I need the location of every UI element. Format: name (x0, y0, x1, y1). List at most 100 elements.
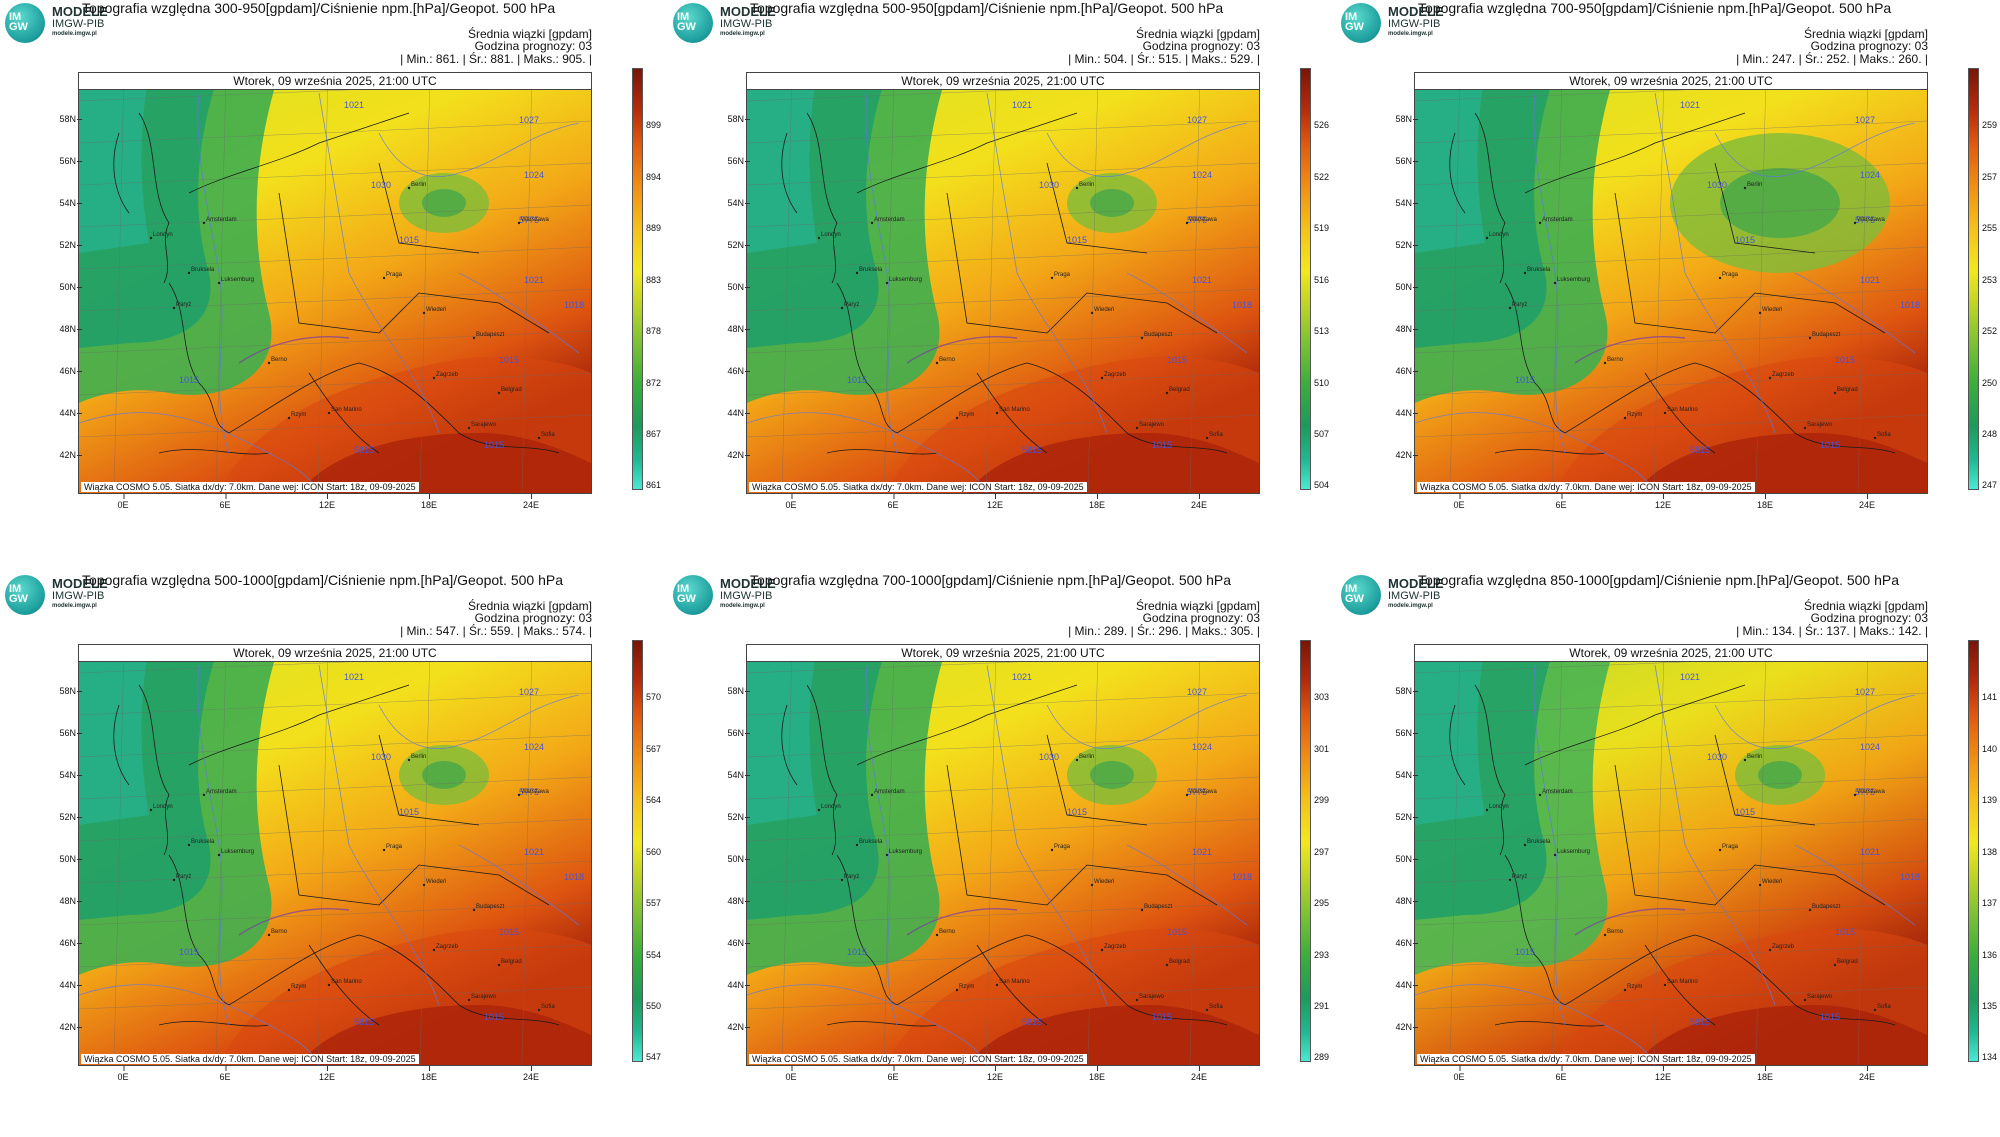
city-marker (432, 376, 436, 380)
colorbar-tick-label: 507 (1314, 429, 1330, 439)
city-marker (472, 336, 476, 340)
latitude-label: 58N (1366, 114, 1418, 124)
contour-label: 1021 (1192, 275, 1212, 285)
longitude-label: 24E (1190, 494, 1208, 510)
city-label: Warszawa (1189, 217, 1217, 223)
latitude-label: 54N (30, 198, 82, 208)
city-marker (1050, 848, 1054, 852)
city-marker (217, 281, 221, 285)
city-label: Wiedeń (426, 879, 446, 885)
city-label: Londyn (821, 804, 841, 810)
latitude-label: 42N (30, 1022, 82, 1032)
city-label: Zagrzeb (436, 372, 459, 378)
latitude-label: 44N (30, 980, 82, 990)
city-marker (1075, 186, 1079, 190)
brand-url: modele.imgw.pl (52, 603, 97, 609)
city-label: Belgrad (501, 387, 522, 393)
brand-url: modele.imgw.pl (52, 31, 97, 37)
longitude-label: 12E (986, 1066, 1004, 1082)
latitude-label: 50N (1366, 854, 1418, 864)
city-label: Berno (271, 357, 288, 363)
contour-label: 1015 (847, 375, 867, 385)
colorbar-tick-label: 140 (1982, 743, 1998, 754)
forecast-label: Godzina prognozy: 03 (474, 611, 592, 625)
city-marker (1768, 948, 1772, 952)
contour-label: 1024 (1860, 170, 1880, 180)
map-panel-2: IM GW MODELE IMGW-PIB modele.imgw.pl Topo… (668, 0, 1338, 560)
city-label: Berlin (1747, 754, 1762, 760)
latitude-label: 50N (30, 282, 82, 292)
longitude-label: 24E (1190, 1066, 1208, 1082)
brand-org: IMGW-PIB (1388, 18, 1441, 30)
contour-label: 1018 (564, 872, 584, 882)
city-label: San Marino (999, 407, 1030, 413)
city-marker (187, 843, 191, 847)
city-marker (1090, 311, 1094, 315)
logo-text: IM GW (9, 583, 28, 605)
map-area: 1021 1027 1024 1030 1015 1018 1021 1015 1015 5815… (1414, 72, 1928, 494)
city-marker (1623, 988, 1627, 992)
brand-name: MODELE (52, 4, 108, 19)
latitude-label: 46N (1366, 366, 1418, 376)
model-footer: Wiązka COSMO 5.05. Siatka dx/dy: 7.0km. … (749, 482, 1087, 492)
city-marker (1508, 878, 1512, 882)
city-label: Bruksela (859, 839, 883, 845)
city-label: Paryż (844, 874, 859, 880)
city-label: Warszawa (1189, 789, 1217, 795)
contour-label: 1030 (371, 180, 391, 190)
city-marker (1165, 963, 1169, 967)
contour-label: 5815 (354, 445, 374, 455)
city-marker (1808, 336, 1812, 340)
forecast-label: Godzina prognozy: 03 (1810, 611, 1928, 625)
latitude-label: 58N (698, 686, 750, 696)
city-label: Belgrad (1169, 959, 1190, 965)
contour-label: 1015 (499, 355, 519, 365)
city-marker (537, 436, 541, 440)
contour-label: 1027 (1187, 115, 1207, 125)
city-marker (955, 988, 959, 992)
contour-label: 1021 (1192, 847, 1212, 857)
latitude-label: 44N (1366, 408, 1418, 418)
colorbar-tick-label: 547 (646, 1052, 662, 1062)
city-marker (1140, 336, 1144, 340)
longitude-label: 24E (522, 494, 540, 510)
city-marker (407, 758, 411, 762)
city-marker (517, 221, 521, 225)
city-marker (1873, 436, 1877, 440)
colorbar (1300, 640, 1311, 1062)
contour-label: 1015 (1515, 947, 1535, 957)
longitude-label: 12E (1654, 1066, 1672, 1082)
city-label: Amsterdam (206, 217, 237, 223)
map-area: 1021 1027 1024 1030 1015 1018 1021 1015 1015 5815… (78, 644, 592, 1066)
contour-label: 1018 (564, 300, 584, 310)
city-label: Paryż (1512, 874, 1527, 880)
latitude-label: 42N (1366, 1022, 1418, 1032)
city-marker (1508, 306, 1512, 310)
contour-label: 1015 (1835, 355, 1855, 365)
model-footer: Wiązka COSMO 5.05. Siatka dx/dy: 7.0km. … (81, 482, 419, 492)
city-marker (287, 416, 291, 420)
forecast-label: Godzina prognozy: 03 (1142, 39, 1260, 53)
contour-label: 1018 (1900, 872, 1920, 882)
city-marker (172, 878, 176, 882)
imgw-logo-icon (5, 575, 45, 615)
logo-text: IM GW (677, 11, 696, 33)
city-label: Zagrzeb (1104, 944, 1127, 950)
colorbar (1968, 640, 1979, 1062)
longitude-label: 0E (785, 494, 797, 510)
city-label: Sarajewo (1139, 422, 1165, 428)
contour-label: 1021 (344, 672, 364, 682)
colorbar-tick-label: 564 (646, 795, 662, 805)
city-marker (202, 793, 206, 797)
city-marker (1718, 276, 1722, 280)
brand-org: IMGW-PIB (720, 590, 773, 602)
latitude-label: 56N (30, 728, 82, 738)
city-marker (1523, 271, 1527, 275)
map-panel-6: IM GW MODELE IMGW-PIB modele.imgw.pl Topo… (1336, 572, 2000, 1132)
city-label: Budapeszt (1812, 904, 1841, 910)
city-label: Paryż (176, 874, 191, 880)
city-marker (382, 848, 386, 852)
contour-label: 1021 (1012, 100, 1032, 110)
colorbar-tick-label: 253 (1982, 274, 1998, 285)
city-marker (1205, 1008, 1209, 1012)
